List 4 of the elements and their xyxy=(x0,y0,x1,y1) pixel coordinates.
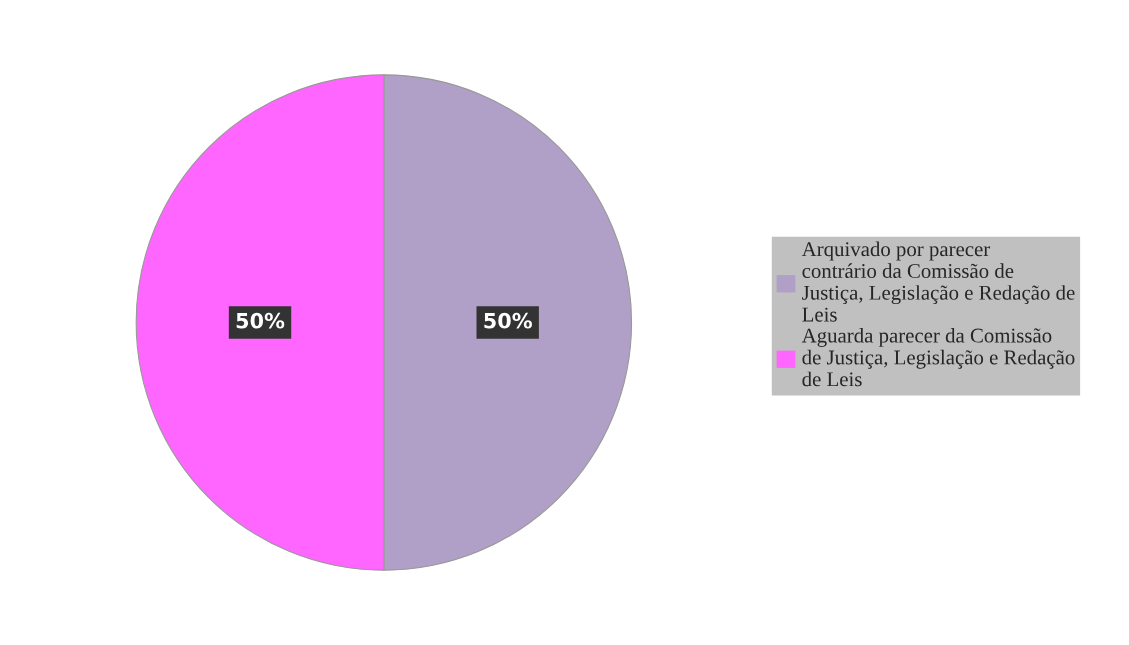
data-label: 50% xyxy=(236,312,285,329)
data-label: 50% xyxy=(484,312,532,329)
legend-label: Aguarda parecer da Comissão de Justiça, Legislação e Redação de Leis xyxy=(801,327,1075,387)
legend-label: Arquivado por parecer contrário da Comissão de Justiça, Legislação e Redação de Leis xyxy=(801,241,1075,322)
